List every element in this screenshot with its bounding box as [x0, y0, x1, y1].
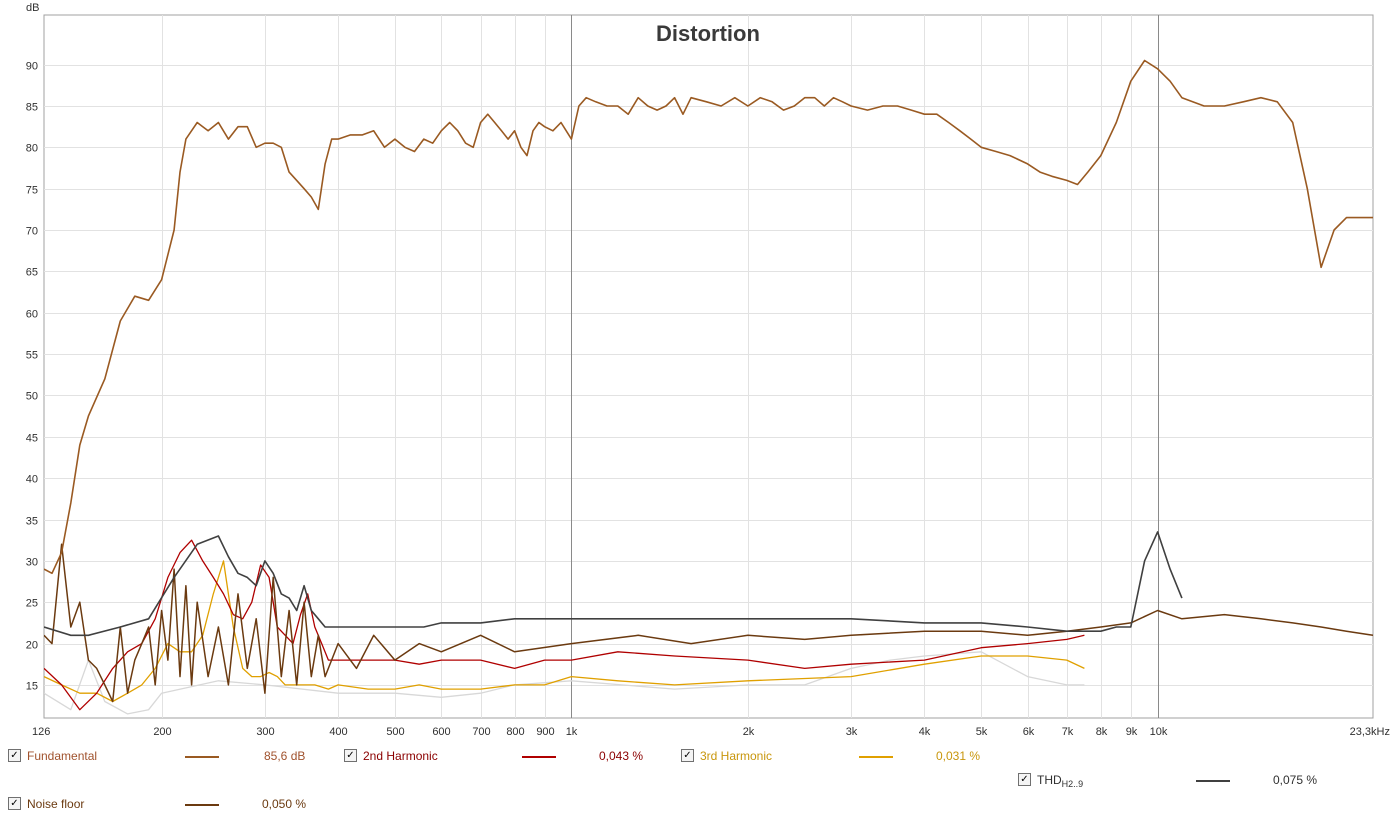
y-tick-label: 15	[26, 681, 38, 693]
x-tick-label: 9k	[1126, 726, 1138, 738]
noise-floor-checkbox[interactable]: ✓	[8, 797, 21, 810]
noise-floor-value: 0,050 %	[262, 797, 307, 811]
x-tick-label: 800	[506, 726, 524, 738]
fundamental-value: 85,6 dB	[264, 749, 306, 763]
x-tick-label: 23,3kHz	[1350, 726, 1390, 738]
x-tick-label: 900	[536, 726, 554, 738]
3rd-harmonic-value: 0,031 %	[936, 749, 981, 763]
plot-frame	[43, 14, 1374, 719]
thd-value: 0,075 %	[1273, 773, 1318, 787]
3rd-harmonic-swatch	[859, 756, 893, 758]
x-tick-label: 4k	[919, 726, 931, 738]
y-tick-label: 20	[26, 640, 38, 652]
legend-row-2: ✓ Noise floor 0,050 %	[0, 796, 1395, 812]
thd-swatch	[1196, 780, 1230, 782]
x-tick-label: 400	[329, 726, 347, 738]
fundamental-line	[44, 59, 1373, 575]
x-tick-label: 8k	[1096, 726, 1108, 738]
x-tick-label: 126	[32, 726, 50, 738]
y-tick-label: 60	[26, 309, 38, 321]
y-tick-label: 75	[26, 185, 38, 197]
x-tick-label: 5k	[976, 726, 988, 738]
legend-row-1: ✓ Fundamental 85,6 dB ✓ 2nd Harmonic 0,0…	[0, 748, 1395, 764]
noise-floor-line	[44, 543, 1373, 703]
x-tick-label: 3k	[846, 726, 858, 738]
y-tick-label: 35	[26, 516, 38, 528]
x-tick-label: 10k	[1150, 726, 1168, 738]
x-tick-label: 7k	[1062, 726, 1074, 738]
y-tick-label: 40	[26, 474, 38, 486]
x-tick-label: 1k	[566, 726, 578, 738]
x-tick-label: 6k	[1023, 726, 1035, 738]
y-tick-label: 55	[26, 350, 38, 362]
y-tick-label: 30	[26, 557, 38, 569]
y-tick-label: 65	[26, 267, 38, 279]
fundamental-swatch	[185, 756, 219, 758]
x-tick-label: 500	[386, 726, 404, 738]
thd-checkbox[interactable]: ✓	[1018, 773, 1031, 786]
thd-label-main: THD	[1037, 773, 1062, 787]
thd-label: THDH2..9	[1037, 773, 1083, 789]
legend-row-thd: ✓ THDH2..9 0,075 %	[0, 772, 1395, 789]
2nd-harmonic-value: 0,043 %	[599, 749, 644, 763]
y-tick-label: 70	[26, 226, 38, 238]
2nd-harmonic-checkbox[interactable]: ✓	[344, 749, 357, 762]
2nd-harmonic-swatch	[522, 756, 556, 758]
y-axis-unit-label: dB	[26, 2, 39, 14]
y-tick-label: 45	[26, 433, 38, 445]
2nd-harmonic-label: 2nd Harmonic	[363, 749, 438, 763]
chart-title: Distortion	[656, 21, 760, 46]
y-tick-label: 50	[26, 391, 38, 403]
fundamental-checkbox[interactable]: ✓	[8, 749, 21, 762]
fundamental-label: Fundamental	[27, 749, 98, 763]
x-tick-label: 2k	[743, 726, 755, 738]
x-tick-label: 700	[472, 726, 490, 738]
y-tick-label: 85	[26, 102, 38, 114]
x-tick-label: 600	[432, 726, 450, 738]
y-tick-label: 90	[26, 61, 38, 73]
x-tick-label: 300	[256, 726, 274, 738]
noise-floor-swatch	[185, 804, 219, 806]
3rd-harmonic-label: 3rd Harmonic	[700, 749, 773, 763]
unlabeled-line	[44, 651, 1085, 715]
thd-label-subscript: H2..9	[1061, 779, 1084, 789]
thd-line	[44, 531, 1183, 637]
noise-floor-label: Noise floor	[27, 797, 85, 811]
x-tick-label: 200	[153, 726, 171, 738]
3rd-harmonic-checkbox[interactable]: ✓	[681, 749, 694, 762]
y-tick-label: 80	[26, 143, 38, 155]
y-tick-label: 25	[26, 598, 38, 610]
